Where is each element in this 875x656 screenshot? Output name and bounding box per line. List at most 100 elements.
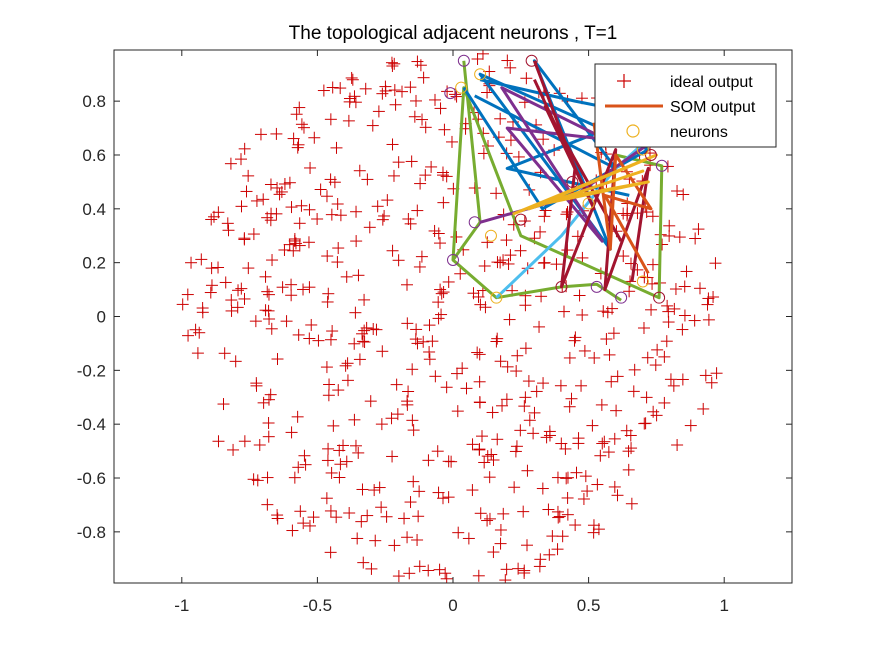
ideal-output-point [264,388,277,401]
ideal-output-point [479,301,492,314]
ideal-output-point [401,395,414,408]
ideal-output-point [358,335,371,348]
ideal-output-point [478,456,491,469]
ideal-output-point [253,438,266,451]
ideal-output-point [481,236,494,249]
ideal-output-point [534,225,547,238]
ideal-output-point [238,292,251,305]
ideal-output-point [437,286,450,299]
ideal-output-point [290,108,303,121]
ideal-output-point [358,324,371,337]
neuron-marker [590,280,603,293]
ideal-output-point [222,224,235,237]
ideal-output-point [433,563,446,576]
x-axis: -1 -0.5 0 0.5 1 [174,50,729,615]
ideal-output-point [520,72,533,85]
ideal-output-point [497,507,510,520]
ideal-output-point [251,474,264,487]
ideal-output-point [323,378,336,391]
ideal-output-point [565,392,578,405]
ideal-output-point [330,141,343,154]
ideal-output-point [340,270,353,283]
ideal-output-point [663,229,676,242]
ideal-output-point [617,250,630,263]
ideal-output-point [411,204,424,217]
ideal-output-point [356,483,369,496]
ideal-output-point [551,471,564,484]
ideal-output-point [437,196,450,209]
ideal-output-point [575,379,588,392]
ideal-output-point [600,333,613,346]
ideal-output-point [343,507,356,520]
ideal-output-point [514,424,527,437]
ideal-output-point [218,347,231,360]
ideal-output-point [454,267,467,280]
ideal-output-point [293,239,306,252]
ideal-output-point [432,486,445,499]
ideal-output-point [386,244,399,257]
ideal-output-point [193,326,206,339]
ideal-output-point [293,217,306,230]
ideal-output-point [334,458,347,471]
ideal-output-point [238,142,251,155]
ideal-output-point [473,348,486,361]
ideal-output-point [350,205,363,218]
ideal-output-point [627,385,640,398]
ideal-output-point [462,532,475,545]
ideal-output-point [432,296,445,309]
ideal-output-point [285,201,298,214]
ideal-output-point [598,435,611,448]
ideal-output-point [417,335,430,348]
ideal-output-point [702,292,715,305]
neuron-marker [444,87,457,100]
ideal-output-point [221,217,234,230]
ideal-output-point [298,449,311,462]
ideal-output-point [684,419,697,432]
ideal-output-point [638,271,651,284]
ideal-output-point [504,61,517,74]
ideal-output-point [620,424,633,437]
ideal-output-point [286,524,299,537]
x-tick-label: 0 [448,596,457,615]
neuron-marker [484,229,497,242]
ideal-output-point [662,316,675,329]
ideal-output-point [452,526,465,539]
ideal-output-point [646,210,659,223]
ideal-output-point [640,391,653,404]
ideal-output-point [412,510,425,523]
ideal-output-point [386,138,399,151]
ideal-output-point [442,455,455,468]
ideal-output-point [196,306,209,319]
ideal-output-point [320,361,333,374]
ideal-output-point [317,84,330,97]
ideal-output-point [212,206,225,219]
ideal-output-point [610,404,623,417]
ideal-output-point [326,81,339,94]
ideal-output-point [450,90,463,103]
ideal-output-point [242,169,255,182]
ideal-output-point [363,221,376,234]
ideal-output-point [491,332,504,345]
ideal-output-point [372,105,385,118]
ideal-output-point [601,306,614,319]
ideal-output-point [392,156,405,169]
ideal-output-point [510,365,523,378]
ideal-output-point [440,170,453,183]
ideal-output-point [413,560,426,573]
ideal-output-point [353,353,366,366]
ideal-output-point [391,408,404,421]
ideal-output-point [369,534,382,547]
ideal-output-point [671,439,684,452]
legend-marker-ideal-output [617,74,631,88]
ideal-output-point [494,355,507,368]
ideal-output-point [528,406,541,419]
ideal-output-point [308,131,321,144]
ideal-output-point [693,282,706,295]
ideal-output-point [406,414,419,427]
ideal-output-point [661,299,674,312]
ideal-output-point [491,433,504,446]
ideal-output-point [293,101,306,114]
ideal-output-point [366,119,379,132]
ideal-output-point [494,112,507,125]
ideal-output-point [419,121,432,134]
